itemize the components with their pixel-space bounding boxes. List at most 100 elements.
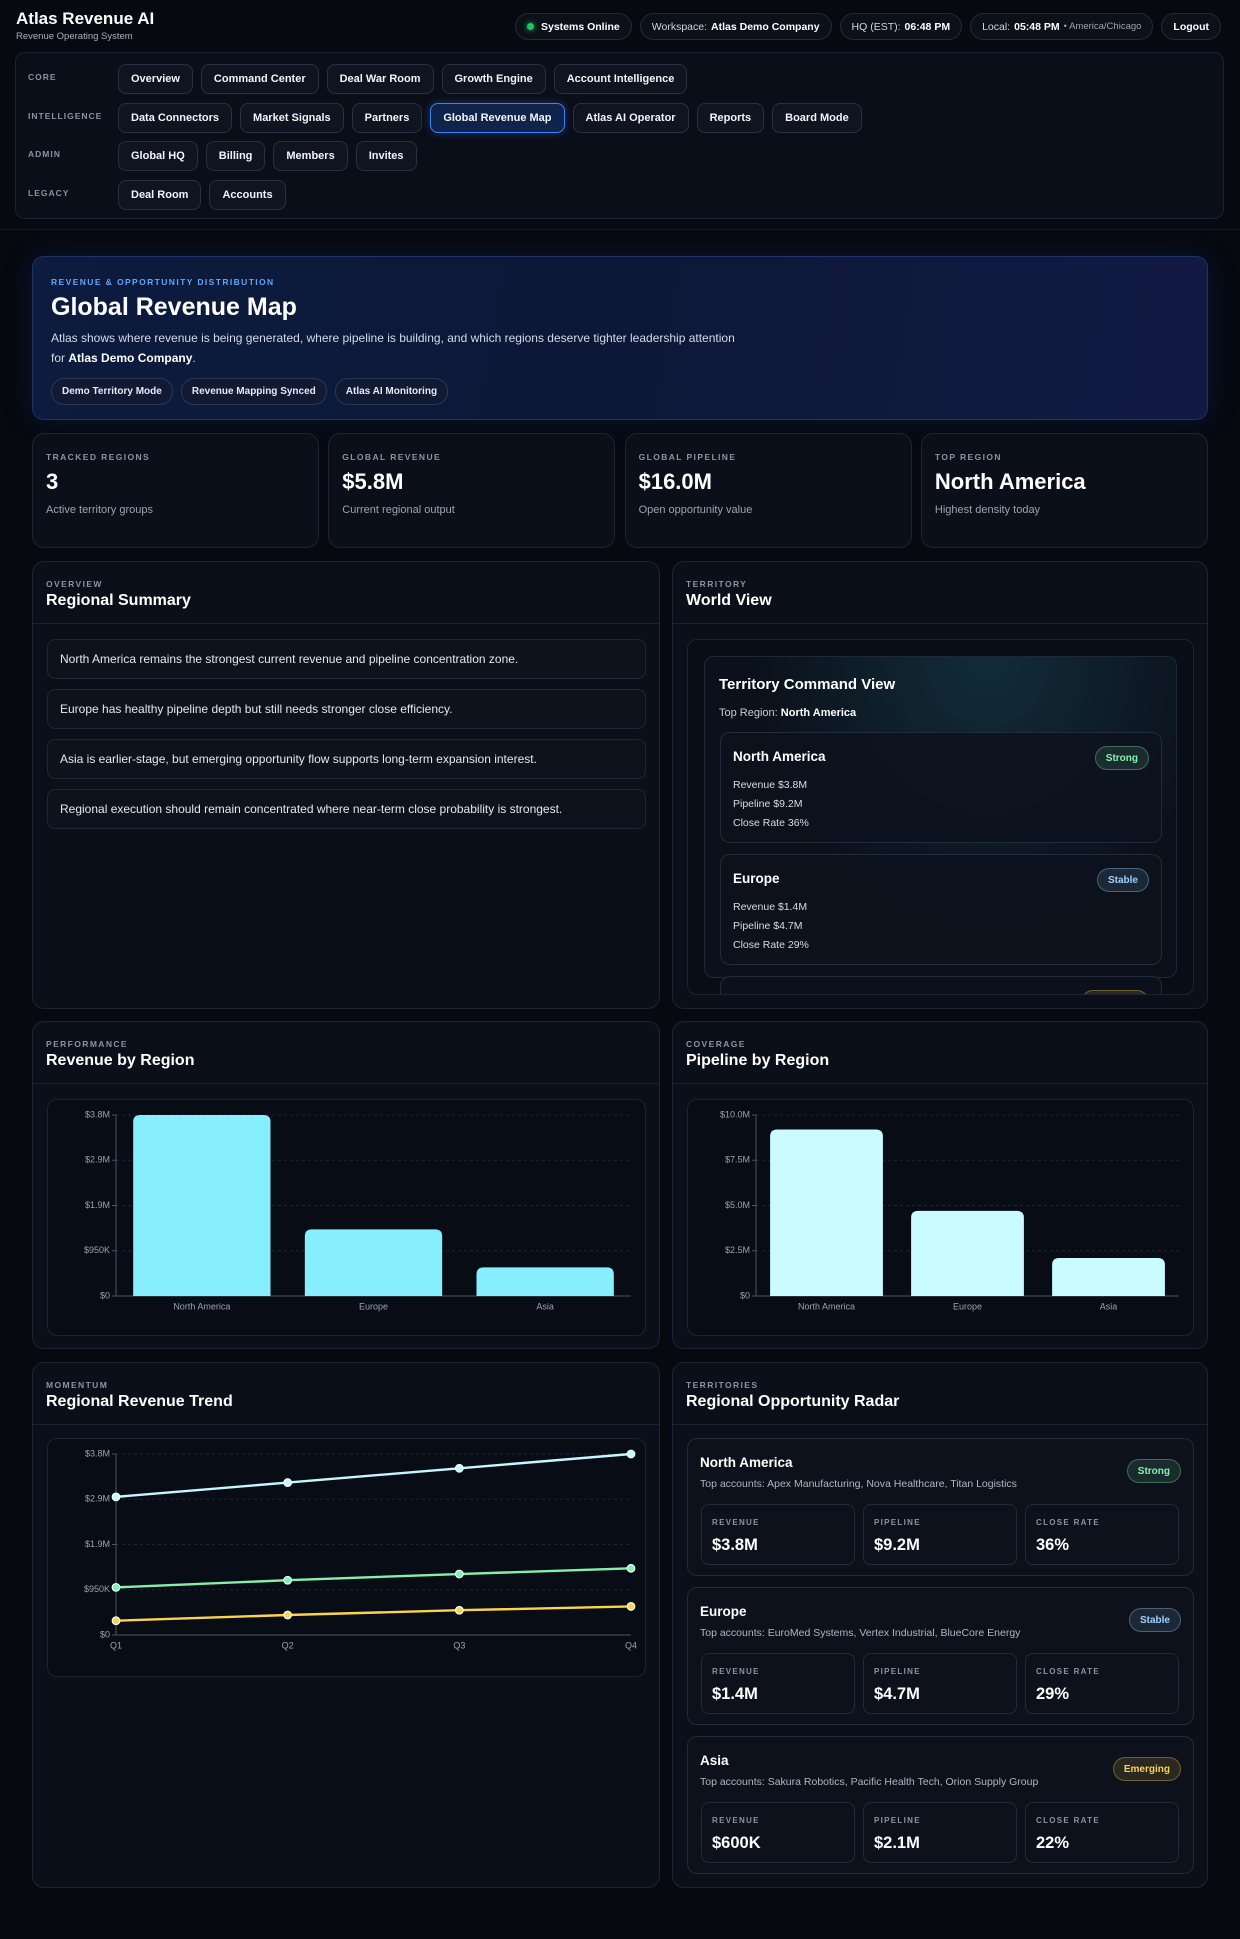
nav-button[interactable]: Overview [118,64,193,94]
point [626,1563,636,1573]
metric-value: 22% [1036,1834,1070,1852]
nav-button[interactable]: Members [273,141,348,172]
local-pill: Local: 05:48 PM • America/Chicago [970,13,1154,40]
radar-accounts: Top accounts: Apex Manufacturing, Nova H… [700,1478,1017,1490]
local-time: 05:48 PM [1014,20,1060,33]
radar-accounts: Top accounts: Sakura Robotics, Pacific H… [700,1776,1039,1788]
command-title: Territory Command View [719,676,896,693]
header-pills: Systems Online Workspace: Atlas Demo Comp… [507,13,1221,40]
summary-item: Europe has healthy pipeline depth but st… [47,689,646,729]
line [115,1605,632,1622]
kpi-card: GLOBAL REVENUE $5.8M Current regional outp… [328,433,616,548]
chart-svg: $0 $2.5M $5.0M $7.5M $10.0M North America Euro… [720,1109,1179,1311]
divider [33,623,659,624]
nav-button[interactable]: Atlas AI Operator [572,102,689,133]
region-line: Revenue $1.4M [733,901,808,913]
kpi-card: GLOBAL PIPELINE $16.0M Open opportunity va… [624,433,912,548]
nav-row: CORE Overview Command Center Deal War Room G… [28,64,695,94]
nav-button[interactable]: Account Intelligence [553,64,688,94]
metric-value: $2.1M [874,1834,920,1852]
nav-button[interactable]: Deal War Room [326,64,434,94]
x-tick-label: North America [173,1301,230,1311]
panel-title: Regional Summary [46,592,191,609]
divider [673,1424,1207,1425]
status-dot [526,23,534,30]
line [115,1567,632,1589]
summary-item: Asia is earlier-stage, but emerging oppo… [47,739,646,779]
status: Systems Online [540,20,620,33]
y-tick-label: $1.9M [85,1200,110,1210]
kpi-label: GLOBAL REVENUE [342,452,442,462]
metric-label: REVENUE [712,1667,760,1676]
y-tick-label: $3.8M [85,1109,110,1119]
panel-eyebrow: TERRITORIES [686,1380,759,1390]
kpi-card: TOP REGION North America Highest density t… [920,433,1208,548]
divider [33,1424,659,1425]
top-region-value: North America [780,707,857,719]
brand-tagline: Revenue Operating System [16,31,133,42]
x-tick-label: Q2 [282,1640,294,1650]
metric-label: REVENUE [712,1518,760,1527]
badge: Emerging [1112,1757,1181,1781]
radar-name: Asia [700,1753,729,1768]
point [283,1610,293,1620]
badge: Strong [1094,746,1149,770]
metric-card: PIPELINE $4.7M [863,1653,1017,1714]
chart-title: Pipeline by Region [686,1052,830,1069]
nav-row: INTELLIGENCE Data Connectors Market Signal… [28,102,870,133]
panel-eyebrow: PERFORMANCE [46,1039,128,1049]
workspace-pill: Workspace: Atlas Demo Company [639,13,832,40]
metric-label: PIPELINE [874,1518,921,1527]
badge: Stable [1096,868,1149,892]
region-line: Close Rate 36% [733,817,809,829]
y-tick-label: $0 [100,1629,110,1639]
radar-card: North America Top accounts: Apex Manufact… [687,1438,1194,1576]
badge: Stable [1128,1608,1181,1632]
nav-button[interactable]: Billing [205,141,266,172]
logout-button[interactable]: Logout [1161,13,1221,40]
x-tick-label: Asia [536,1301,554,1311]
region-card: North America Strong Revenue $3.8M Pipeline… [720,732,1162,843]
nav-button[interactable]: Growth Engine [441,64,546,94]
nav-button[interactable]: Invites [355,141,417,172]
point [454,1605,464,1615]
metric-card: REVENUE $3.8M [701,1504,855,1565]
metric-value: $4.7M [874,1685,920,1703]
top-region: Top Region: North America [719,707,856,719]
metric-value: $600K [712,1834,761,1852]
kpi-sub: Active territory groups [46,504,153,516]
point [111,1616,121,1626]
panel-title: World View [686,592,772,609]
radar-card: Asia Top accounts: Sakura Robotics, Pacif… [687,1736,1194,1874]
nav-button[interactable]: Accounts [209,180,286,211]
nav-button[interactable]: Data Connectors [118,102,233,133]
kpi-sub: Current regional output [342,504,455,516]
command-view: Territory Command View Top Region: North… [704,656,1177,994]
region-card: Europe Stable Revenue $1.4M Pipeline $4.7M C… [720,854,1162,965]
x-tick-label: Europe [359,1301,388,1311]
nav-button[interactable]: Partners [351,102,423,133]
nav-button[interactable]: Reports [696,102,765,133]
metric-value: $3.8M [712,1536,758,1554]
chart-box: $0 $950K $1.9M $2.9M $3.8M Q1 Q2 Q3 Q4 [47,1438,646,1677]
region-line: Close Rate 29% [733,939,809,951]
point [111,1492,121,1502]
point [454,1569,464,1579]
kpi-value: $16.0M [638,469,712,494]
nav-button[interactable]: Global Revenue Map [430,102,565,133]
y-tick-label: $0 [740,1290,750,1300]
metric-card: PIPELINE $2.1M [863,1802,1017,1863]
region-lines: Revenue $3.8M Pipeline $9.2M Close Rate 36… [733,779,809,836]
nav-row: ADMIN Global HQ Billing Members Invites [28,141,425,172]
nav-button[interactable]: Global HQ [118,141,198,172]
nav-button[interactable]: Board Mode [772,102,862,133]
metric-value: 29% [1036,1685,1070,1703]
kpi-card: TRACKED REGIONS 3 Active territory groups [32,433,319,548]
hero-eyebrow: REVENUE & OPPORTUNITY DISTRIBUTION [51,277,275,287]
nav-button[interactable]: Market Signals [240,102,344,133]
nav-button[interactable]: Deal Room [118,180,202,211]
local-label: Local: [982,20,1011,33]
nav-row: LEGACY Deal Room Accounts [28,180,294,211]
nav-button[interactable]: Command Center [200,64,319,94]
